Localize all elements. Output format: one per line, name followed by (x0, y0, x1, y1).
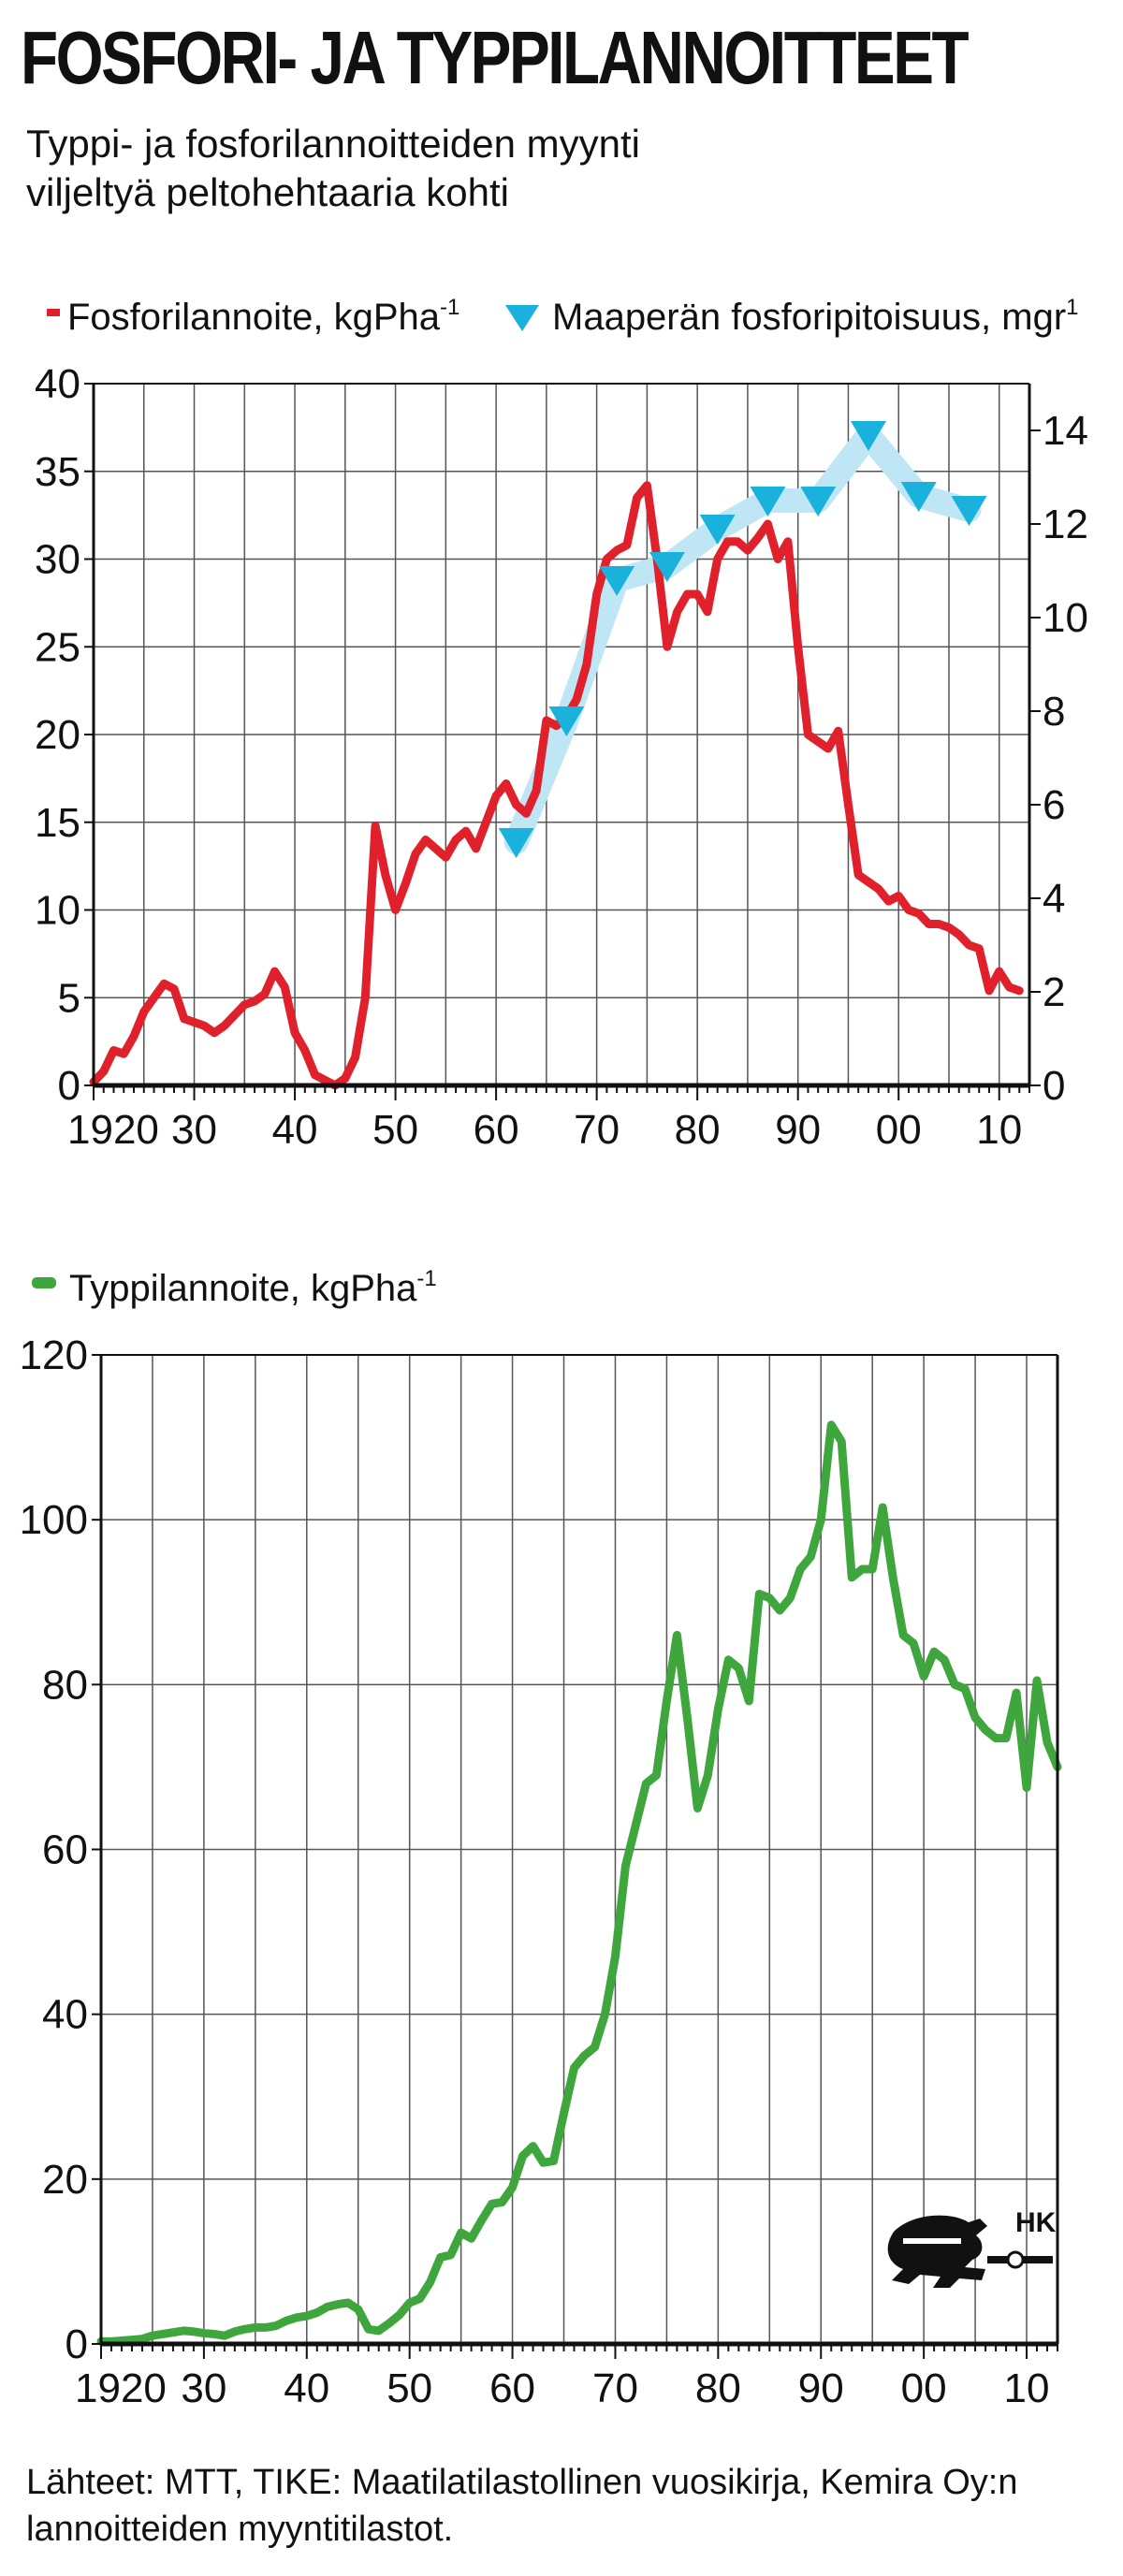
soil-legend-label: Maaperän fosforipitoisuus, mgr1 (552, 295, 1079, 338)
nitrogen-legend-label: Typpilannoite, kgPha-1 (69, 1266, 437, 1309)
y-tick-label: 120 (20, 1332, 88, 1378)
x-tick-label: 50 (386, 2365, 432, 2411)
soil-marker (800, 487, 837, 517)
y2-tick-label: 14 (1043, 408, 1088, 454)
y-tick-label: 10 (35, 888, 80, 934)
logo-text: HK (1015, 2207, 1057, 2238)
x-tick-label: 40 (284, 2365, 329, 2411)
y2-tick-label: 0 (1043, 1063, 1065, 1109)
chart2-grid (101, 1355, 1057, 2344)
chart1-x-ticks: 1920 30 40 50 60 70 80 90 00 10 (67, 1085, 1030, 1153)
x-tick-label: 60 (474, 1107, 519, 1153)
soil-markers (498, 421, 987, 858)
y2-tick-label: 8 (1043, 689, 1065, 735)
y-tick-label: 5 (58, 975, 80, 1021)
soil-marker (900, 482, 937, 512)
phosphorus-line (89, 481, 1024, 1090)
x-tick-label: 30 (181, 2365, 226, 2411)
y-tick-label: 40 (35, 361, 80, 407)
page-subtitle: Typpi- ja fosforilannoitteiden myynti vi… (26, 120, 640, 217)
source-line-2: lannoitteiden myyntitilastot. (26, 2510, 454, 2549)
x-tick-label: 70 (574, 1107, 620, 1153)
y-tick-label: 80 (42, 1662, 88, 1708)
page-title: FOSFORI- JA TYPPILANNOITTEET (21, 16, 970, 99)
chart1-right-ticks: 0 2 4 6 8 10 12 14 (1029, 408, 1088, 1109)
source-line-1: Lähteet: MTT, TIKE: Maatilatilastollinen… (26, 2463, 1018, 2502)
subtitle-line-2: viljeltyä peltohehtaaria kohti (26, 170, 509, 214)
hk-logo: HK (875, 2194, 1062, 2297)
nitrogen-chart: Typpilannoite, kgPha-1 0 20 40 60 80 100 120 1… (20, 1266, 1062, 2411)
y-tick-label: 100 (20, 1497, 88, 1543)
phosphorus-legend-swatch (47, 309, 60, 316)
soil-marker (498, 828, 534, 858)
y2-tick-label: 4 (1043, 876, 1065, 922)
y-tick-label: 15 (35, 800, 80, 846)
soil-legend-text: Maaperän fosforipitoisuus, mgr (552, 297, 1066, 338)
x-tick-label: 80 (695, 2365, 741, 2411)
x-tick-label: 60 (489, 2365, 535, 2411)
x-tick-label: 40 (272, 1107, 318, 1153)
soil-marker (548, 706, 585, 736)
x-tick-label: 80 (675, 1107, 721, 1153)
y2-tick-label: 2 (1043, 969, 1065, 1015)
soil-legend-marker (505, 305, 539, 331)
soil-marker (599, 566, 635, 596)
phosphorus-legend-label: Fosforilannoite, kgPha-1 (67, 295, 459, 338)
y2-tick-label: 12 (1043, 502, 1088, 547)
soil-marker (850, 421, 886, 451)
y-tick-label: 30 (35, 537, 80, 583)
chart1-grid (94, 384, 1029, 1085)
x-tick-label: 90 (775, 1107, 821, 1153)
soil-marker (951, 496, 987, 526)
chart2-x-ticks: 1920 30 40 50 60 70 80 90 00 10 (75, 2344, 1058, 2411)
nitrogen-legend-swatch (32, 1277, 56, 1288)
nitrogen-line-group (96, 1420, 1062, 2346)
y-tick-label: 20 (35, 712, 80, 758)
x-tick-label: 1920 (75, 2365, 167, 2411)
soil-marker (699, 515, 736, 545)
y-tick-label: 20 (42, 2157, 88, 2203)
y2-tick-label: 6 (1043, 782, 1065, 828)
soil-marker (649, 552, 685, 582)
x-tick-label: 50 (372, 1107, 418, 1153)
x-tick-label: 00 (876, 1107, 922, 1153)
lion-emblem-icon: HK (887, 2207, 1057, 2288)
phosphorus-chart: Fosforilannoite, kgPha-1 Maaperän fosfor… (35, 295, 1088, 1153)
phosphorus-line-group (89, 481, 1024, 1090)
x-tick-label: 30 (171, 1107, 217, 1153)
y2-tick-label: 10 (1043, 595, 1088, 641)
x-tick-label: 10 (976, 1107, 1022, 1153)
x-tick-label: 00 (901, 2365, 947, 2411)
y-tick-label: 0 (58, 1063, 80, 1109)
x-tick-label: 90 (798, 2365, 844, 2411)
nitrogen-legend-sup: -1 (416, 1266, 436, 1291)
chart2-left-ticks: 0 20 40 60 80 100 120 (20, 1332, 101, 2367)
x-tick-label: 10 (1004, 2365, 1050, 2411)
soil-legend-sup: 1 (1066, 295, 1078, 320)
chart1-left-ticks: 0 5 10 15 20 25 30 35 40 (35, 361, 94, 1109)
y-tick-label: 0 (66, 2321, 88, 2367)
source-note: Lähteet: MTT, TIKE: Maatilatilastollinen… (26, 2459, 1018, 2553)
nitrogen-line (96, 1420, 1062, 2346)
y-tick-label: 35 (35, 449, 80, 495)
nitrogen-legend-text: Typpilannoite, kgPha (69, 1268, 417, 1309)
x-tick-label: 1920 (67, 1107, 159, 1153)
y-tick-label: 25 (35, 624, 80, 670)
phosphorus-legend-sup: -1 (440, 295, 459, 320)
nitrogen-legend: Typpilannoite, kgPha-1 (32, 1266, 437, 1309)
x-tick-label: 70 (592, 2365, 638, 2411)
y-tick-label: 60 (42, 1827, 88, 1873)
phosphorus-legend: Fosforilannoite, kgPha-1 Maaperän fosfor… (47, 295, 1079, 338)
phosphorus-legend-text: Fosforilannoite, kgPha (67, 297, 441, 338)
subtitle-line-1: Typpi- ja fosforilannoitteiden myynti (26, 122, 640, 166)
y-tick-label: 40 (42, 1992, 88, 2038)
soil-marker (750, 487, 786, 517)
